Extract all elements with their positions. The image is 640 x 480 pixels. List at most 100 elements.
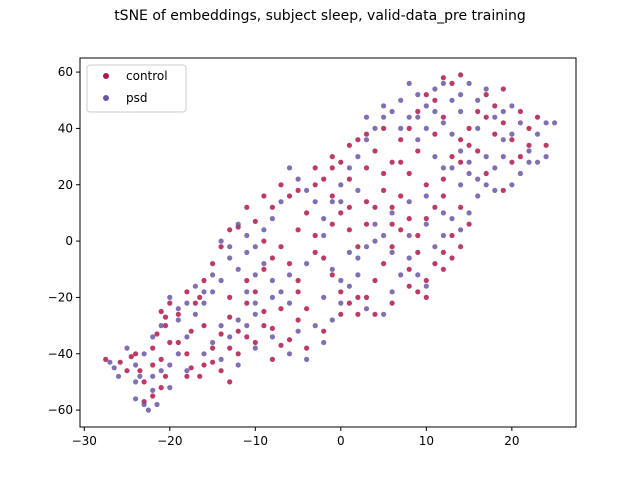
data-point-psd (167, 362, 173, 368)
data-point-control (517, 154, 524, 160)
data-point-psd (355, 272, 361, 278)
data-point-psd (440, 232, 446, 239)
data-point-psd (483, 86, 489, 92)
data-point-control (167, 339, 173, 346)
data-point-psd (552, 120, 558, 126)
data-point-control (389, 159, 395, 165)
data-point-psd (304, 187, 310, 193)
data-point-psd (252, 345, 258, 351)
data-point-control (466, 125, 472, 131)
data-point-psd (458, 182, 464, 188)
data-point-psd (440, 165, 446, 171)
data-point-psd (192, 283, 198, 289)
data-point-control (162, 314, 169, 320)
data-point-control (278, 182, 284, 188)
data-point-control (133, 351, 139, 357)
data-point-control (167, 300, 173, 306)
data-point-control (295, 289, 301, 295)
x-tick-label: 20 (504, 434, 519, 448)
data-point-control (329, 154, 335, 160)
data-point-control (406, 170, 412, 177)
data-point-psd (304, 261, 310, 267)
data-point-control (406, 125, 412, 131)
data-point-control (406, 283, 412, 289)
data-point-psd (150, 373, 156, 379)
data-point-psd (175, 351, 181, 357)
data-point-control (466, 221, 472, 227)
data-point-control (329, 165, 335, 171)
data-point-control (197, 373, 203, 379)
data-point-psd (218, 323, 224, 329)
data-point-psd (509, 182, 515, 188)
data-point-psd (363, 114, 370, 120)
data-point-control (492, 131, 498, 137)
data-point-psd (269, 277, 275, 284)
data-point-control (363, 294, 370, 300)
data-point-psd (218, 277, 224, 284)
data-point-psd (355, 154, 361, 160)
data-point-control (269, 325, 275, 331)
data-point-control (312, 182, 318, 188)
data-point-psd (458, 108, 464, 115)
data-point-psd (346, 283, 352, 289)
data-point-control (389, 300, 395, 306)
data-point-psd (432, 244, 438, 250)
data-point-control (440, 176, 446, 182)
x-tick-label: 0 (337, 434, 345, 448)
data-point-control (188, 328, 194, 334)
x-tick-label: −20 (157, 434, 182, 448)
data-point-control (346, 227, 352, 233)
data-point-control (363, 131, 370, 137)
data-point-control (227, 379, 233, 385)
data-point-psd (261, 261, 267, 267)
data-point-control (381, 261, 387, 267)
data-point-control (210, 261, 216, 267)
legend-marker-psd (103, 95, 109, 101)
data-point-control (338, 159, 344, 165)
data-point-control (295, 317, 301, 323)
data-point-control (483, 170, 489, 177)
data-point-control (432, 261, 438, 267)
data-point-psd (483, 182, 489, 188)
data-point-psd (363, 137, 370, 143)
y-tick-label: −20 (48, 290, 73, 304)
data-point-psd (517, 170, 524, 177)
data-point-psd (381, 103, 387, 109)
data-point-psd (466, 210, 472, 216)
data-point-control (117, 359, 123, 365)
data-point-psd (133, 396, 139, 402)
data-point-control (415, 148, 421, 154)
data-point-control (415, 289, 421, 295)
data-point-psd (406, 199, 412, 205)
data-point-control (398, 137, 404, 143)
data-point-control (423, 92, 429, 98)
data-point-psd (115, 373, 122, 379)
data-point-control (278, 244, 284, 250)
data-point-psd (252, 311, 258, 317)
data-point-psd (201, 351, 207, 357)
data-point-psd (175, 317, 181, 323)
data-point-psd (286, 165, 293, 171)
data-point-psd (321, 216, 327, 222)
data-point-control (227, 345, 233, 351)
data-point-psd (321, 232, 327, 239)
data-point-control (381, 187, 387, 193)
data-point-psd (363, 306, 370, 312)
data-point-control (458, 244, 464, 250)
data-point-control (372, 148, 378, 154)
data-point-control (500, 120, 506, 126)
data-point-control (124, 368, 130, 374)
data-point-psd (154, 401, 160, 408)
data-point-control (286, 261, 293, 267)
data-point-psd (449, 165, 455, 171)
x-tick-label: 10 (419, 434, 434, 448)
data-point-control (244, 277, 250, 284)
y-axis: −60 −40 −20 0 20 40 60 (48, 65, 80, 417)
data-point-control (227, 294, 233, 300)
data-point-control (252, 218, 258, 224)
data-point-psd (355, 187, 361, 193)
data-point-psd (475, 176, 481, 182)
axes-frame (79, 57, 577, 428)
data-point-control (210, 359, 216, 365)
data-point-psd (244, 323, 250, 329)
